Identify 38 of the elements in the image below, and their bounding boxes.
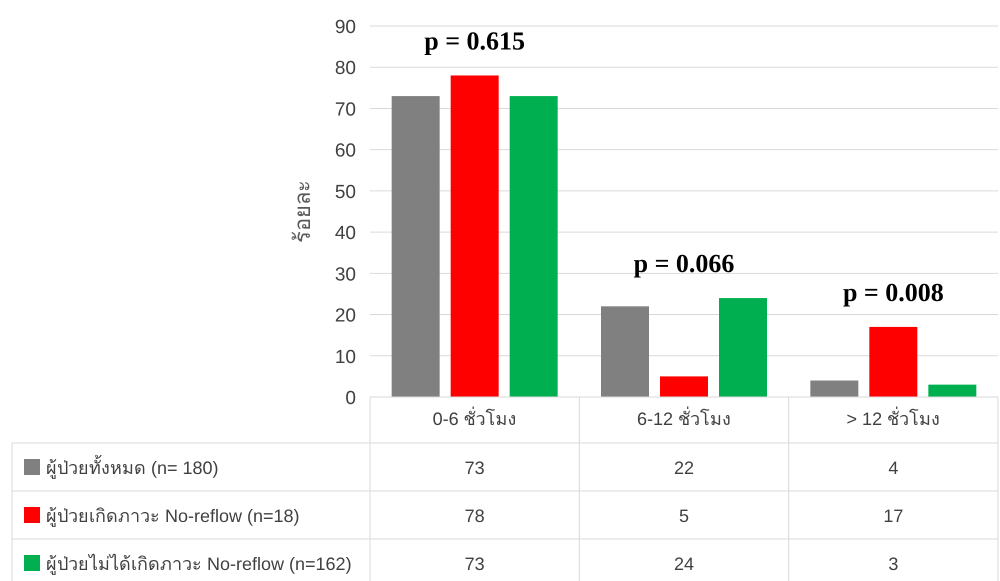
bar (928, 384, 976, 397)
bar (450, 75, 499, 397)
y-tick-label: 40 (334, 223, 356, 244)
y-axis-title: ร้อยละ (290, 180, 315, 243)
annotation: p = 0.615 (424, 26, 526, 56)
y-tick-label: 70 (334, 99, 356, 120)
y-tick-label: 30 (334, 264, 356, 286)
data-label: 78 (464, 506, 485, 526)
y-tick-label: 60 (334, 140, 356, 162)
data-label: 3 (888, 554, 898, 574)
data-label: 17 (883, 506, 904, 526)
bar (660, 376, 708, 397)
data-label: 73 (464, 554, 485, 574)
annotation: p = 0.066 (634, 249, 734, 278)
y-tick-label: 10 (334, 346, 356, 368)
annotation: p = 0.008 (842, 278, 944, 307)
legend-label: ผู้ป่วยทั้งหมด (n= 180) (46, 455, 219, 479)
y-tick-label: 90 (334, 17, 356, 38)
legend-label: ผู้ป่วยไม่ได้เกิดภาวะ No-reflow (n=162) (46, 553, 352, 575)
data-label: 24 (674, 554, 694, 574)
legend-label: ผู้ป่วยเกิดภาวะ No-reflow (n=18) (46, 506, 300, 527)
data-label: 5 (678, 506, 690, 526)
y-tick-label: 50 (334, 182, 356, 203)
bar (392, 96, 440, 397)
y-tick-label: 20 (334, 306, 356, 327)
bar (719, 298, 767, 397)
bar (810, 380, 858, 397)
x-tick-label: 0-6 ชั่วโมง (432, 406, 517, 429)
x-tick-label: > 12 ชั่วโมง (846, 406, 940, 429)
data-label: 4 (888, 458, 898, 478)
bar (510, 96, 558, 397)
bar (601, 306, 649, 397)
x-tick-label: 6-12 ชั่วโมง (636, 406, 732, 429)
y-tick-label: 0 (345, 388, 356, 409)
data-label: 22 (674, 458, 694, 478)
data-label: 73 (464, 458, 485, 478)
y-tick-label: 80 (334, 58, 356, 80)
bar (869, 326, 918, 397)
